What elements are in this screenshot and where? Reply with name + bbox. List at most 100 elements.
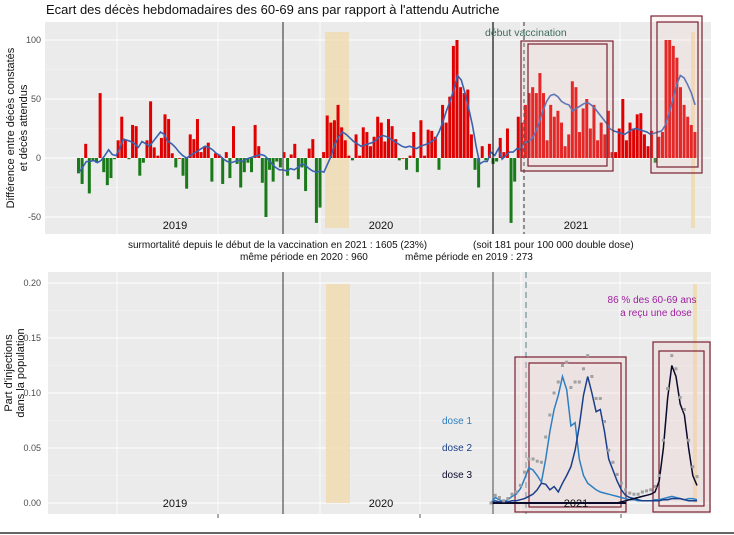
bar (523, 104, 527, 158)
bar (430, 130, 434, 158)
bar (368, 146, 372, 158)
bar (181, 158, 185, 176)
bar (167, 119, 171, 158)
bar (462, 93, 466, 158)
bar (606, 110, 610, 158)
bar (156, 155, 160, 158)
total-dose-point (611, 460, 615, 464)
total-dose-point (531, 457, 535, 461)
bottom-boxes (514, 341, 711, 513)
bar (538, 73, 542, 158)
bar (466, 89, 470, 158)
total-dose-point (493, 493, 497, 497)
bar (592, 104, 596, 158)
bar (419, 120, 423, 158)
line-dose-3 (491, 365, 698, 504)
bar (300, 158, 304, 168)
total-dose-point (535, 459, 539, 463)
bar (686, 116, 690, 158)
bar (408, 155, 412, 158)
bar (91, 158, 95, 162)
total-dose-point (523, 470, 527, 474)
bar (556, 110, 560, 158)
bar (487, 143, 491, 158)
bar (664, 40, 668, 158)
total-dose-point (603, 420, 607, 424)
bar (95, 158, 99, 163)
bar (138, 158, 142, 176)
highlight-band (691, 32, 695, 228)
total-dose-point (607, 448, 611, 452)
legend-dose-2: dose 2 (442, 443, 472, 454)
total-dose-point (590, 375, 594, 378)
y-tick-label: 0.20 (23, 278, 41, 288)
bar (296, 158, 300, 180)
bar (224, 152, 228, 158)
bar (322, 152, 326, 158)
total-dose-point (573, 380, 577, 384)
bar (567, 134, 571, 158)
bar (693, 132, 697, 158)
smoothed-line (78, 73, 696, 174)
bar (116, 140, 120, 158)
total-dose-point (619, 481, 623, 485)
note-line2-a: même période en 2020 : 960 (240, 252, 368, 263)
bar (610, 152, 614, 158)
note-line1-b: (soit 181 pour 100 000 double dose) (473, 240, 634, 251)
bar (531, 87, 535, 158)
y-tick-label: 0.10 (23, 388, 41, 398)
bar (552, 116, 556, 158)
total-dose-point (518, 483, 522, 487)
bar (206, 142, 210, 158)
bar (473, 158, 477, 170)
total-dose-point (678, 395, 682, 399)
total-dose-point (687, 438, 691, 442)
bar (275, 158, 279, 162)
bar (520, 122, 524, 158)
total-dose-point (624, 488, 628, 492)
bar (433, 136, 437, 158)
bottom-y-label-2: dans la population (15, 328, 27, 417)
bar (98, 93, 102, 158)
bar (325, 115, 329, 158)
bar (689, 124, 693, 158)
bar (228, 158, 232, 179)
bar (195, 119, 199, 158)
bar (668, 40, 672, 158)
bar (621, 99, 625, 158)
bar (102, 158, 106, 173)
total-dose-point (560, 364, 564, 367)
bar (448, 96, 452, 158)
bar (210, 158, 214, 182)
top-lines (78, 22, 696, 234)
total-dose-point (674, 367, 678, 371)
top-year-2021: 2021 (564, 220, 588, 232)
total-dose-point (556, 380, 560, 384)
total-dose-point (514, 490, 518, 494)
bar (405, 158, 409, 170)
bar (188, 134, 192, 158)
bar (459, 87, 463, 158)
bar (585, 99, 589, 158)
note-line2-b: même période en 2019 : 273 (405, 252, 533, 263)
bottom-y-axis: 0.00 0.05 0.10 0.15 0.20 (23, 278, 622, 518)
total-dose-point (636, 492, 640, 496)
bar (596, 140, 600, 158)
legend-dose-1: dose 1 (442, 416, 472, 427)
bar (560, 122, 564, 158)
total-dose-point (640, 490, 644, 494)
bar (347, 155, 351, 158)
bar (123, 140, 127, 158)
highlight-band (693, 284, 697, 503)
bar (257, 146, 261, 158)
bottom-highlight-bands (326, 284, 697, 503)
bar (653, 158, 657, 163)
bar (271, 158, 275, 182)
bar (131, 124, 135, 158)
highlight-box-outer (520, 40, 614, 172)
bar (159, 137, 163, 158)
highlight-box-outer (514, 356, 627, 513)
total-dose-point (565, 360, 569, 364)
total-dose-point (497, 496, 501, 499)
bar (415, 158, 419, 173)
